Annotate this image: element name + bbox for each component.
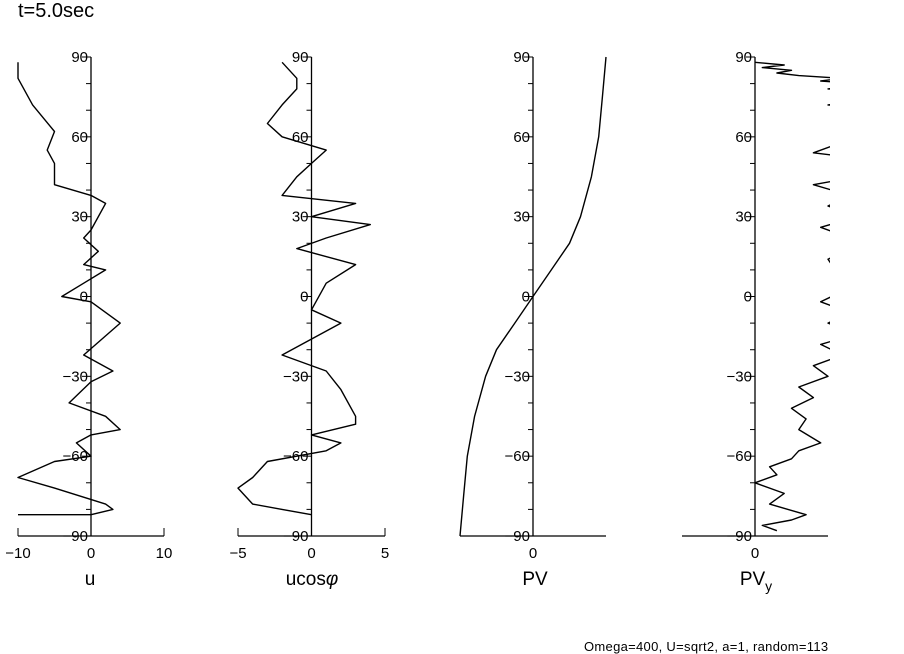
y-tick-label: 90 xyxy=(292,49,309,66)
y-tick-label: 90 xyxy=(735,49,752,66)
series-line-PV xyxy=(459,56,607,537)
x-axis-label: PV xyxy=(522,569,548,590)
y-tick-label: 0 xyxy=(744,289,752,306)
y-tick-label: 30 xyxy=(735,209,752,226)
y-tick-label: 60 xyxy=(71,129,88,146)
y-tick-label: −30 xyxy=(283,368,308,385)
x-tick-label: −5 xyxy=(229,545,246,562)
x-tick-label: 0 xyxy=(751,545,759,562)
series-line-ucos xyxy=(237,61,371,516)
y-tick-label: −30 xyxy=(727,368,752,385)
panel-u: −90 −60 −30 0 30 60 90 −10 0 10 u xyxy=(5,49,172,590)
x-axis-label: ucosφ xyxy=(286,569,339,590)
x-axis-label: u xyxy=(85,569,96,590)
y-tick-label: 30 xyxy=(513,209,530,226)
y-tick-label: 0 xyxy=(80,289,88,306)
panel-PV: −90 −60 −30 0 30 60 90 0 PV xyxy=(459,49,607,590)
series-line-PVy xyxy=(754,61,830,532)
panel-PVy: −90 −60 −30 0 30 60 90 0 PVy xyxy=(682,49,830,594)
y-tick-label: 30 xyxy=(292,209,309,226)
y-tick-label: 0 xyxy=(522,289,530,306)
y-tick-label: 0 xyxy=(300,289,308,306)
y-tick-label: −90 xyxy=(727,528,752,545)
time-label: t=5.0sec xyxy=(18,0,95,22)
x-tick-label: 0 xyxy=(529,545,537,562)
y-tick-label: 60 xyxy=(735,129,752,146)
y-tick-label: 90 xyxy=(71,49,88,66)
y-tick-label: 30 xyxy=(71,209,88,226)
x-tick-label: 0 xyxy=(307,545,315,562)
x-tick-label: 5 xyxy=(381,545,389,562)
y-tick-label: −90 xyxy=(283,528,308,545)
x-tick-label: 10 xyxy=(156,545,173,562)
x-axis-label: PVy xyxy=(740,569,772,594)
series-line-u xyxy=(17,62,121,516)
y-tick-label: −90 xyxy=(505,528,530,545)
parameter-caption: Omega=400, U=sqrt2, a=1, random=113 xyxy=(584,639,829,654)
x-tick-label: 0 xyxy=(87,545,95,562)
y-tick-label: 60 xyxy=(513,129,530,146)
y-tick-label: −30 xyxy=(63,368,88,385)
y-tick-label: −30 xyxy=(505,368,530,385)
y-tick-label: −60 xyxy=(505,448,530,465)
y-tick-label: −60 xyxy=(63,448,88,465)
y-tick-label: −60 xyxy=(727,448,752,465)
x-tick-label: −10 xyxy=(5,545,30,562)
y-tick-label: 90 xyxy=(513,49,530,66)
y-tick-label: −90 xyxy=(63,528,88,545)
